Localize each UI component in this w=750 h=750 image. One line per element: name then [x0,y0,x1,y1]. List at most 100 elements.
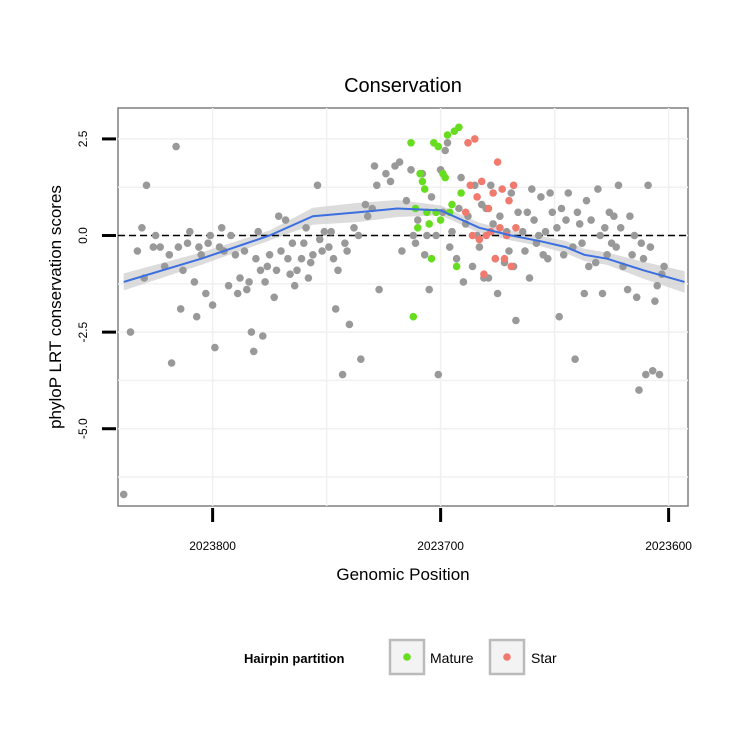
point-other-133 [514,208,522,217]
x-axis: 2023800 2023700 2023600 [189,508,692,553]
point-other-69 [329,254,338,263]
point-other-132 [512,316,520,325]
point-other-83 [373,181,381,190]
point-other-50 [277,247,285,255]
x-tick-label-2: 2023600 [645,539,692,553]
point-other-141 [534,231,543,240]
point-other-182 [637,239,646,247]
legend: Hairpin partition Mature Star [244,638,557,676]
point-other-165 [596,231,604,240]
point-other-12 [172,142,180,151]
x-tick-label-0: 2023800 [189,539,236,553]
point-star-19 [505,196,513,205]
point-other-153 [564,189,573,197]
point-other-151 [559,251,568,259]
point-other-2 [133,247,142,255]
point-other-58 [300,239,308,247]
point-mature-8 [425,220,434,228]
point-other-19 [192,312,201,321]
point-other-75 [345,320,354,329]
point-other-94 [414,216,422,224]
point-other-111 [459,278,468,286]
point-other-71 [334,266,342,275]
point-other-157 [575,220,584,228]
legend-title: Hairpin partition [244,651,344,666]
point-other-123 [489,220,497,228]
point-other-178 [628,251,636,259]
point-mature-16 [443,131,452,139]
point-other-192 [660,262,668,271]
point-other-174 [616,224,625,232]
point-mature-18 [448,200,456,209]
point-other-166 [598,289,607,298]
point-other-137 [525,274,534,282]
point-other-164 [594,185,602,193]
point-other-57 [297,254,306,263]
point-other-107 [448,227,456,236]
point-other-162 [587,216,595,224]
point-other-155 [571,355,579,364]
point-other-88 [395,158,404,166]
point-other-173 [614,181,623,190]
point-other-176 [623,285,632,294]
point-star-16 [498,185,507,193]
point-star-2 [466,181,475,190]
point-other-53 [286,270,294,279]
point-other-105 [443,139,452,147]
point-other-33 [233,289,242,298]
point-other-21 [197,251,205,259]
point-other-158 [578,239,586,247]
point-star-17 [500,254,509,263]
point-star-8 [480,270,488,279]
point-other-168 [603,251,611,259]
point-other-84 [375,285,383,294]
point-other-101 [434,370,443,379]
point-other-0 [119,490,128,499]
point-other-52 [284,254,292,263]
y-axis-title: phyloP LRT conservation scores [46,185,65,429]
point-other-114 [468,262,477,271]
point-other-110 [457,173,465,182]
point-other-28 [217,224,226,232]
point-other-109 [455,204,463,213]
point-other-98 [425,285,434,294]
point-other-117 [475,243,484,251]
point-other-104 [441,146,450,155]
point-other-82 [370,162,379,170]
point-other-16 [183,239,192,247]
point-other-77 [354,231,363,240]
point-other-144 [541,227,550,236]
trend-line-path [123,207,685,283]
point-other-42 [256,266,265,275]
point-other-26 [211,343,219,352]
legend-item-star: Star [488,638,557,676]
point-other-78 [357,355,365,364]
x-axis-title: Genomic Position [336,565,469,584]
point-other-126 [496,212,504,220]
point-other-161 [585,262,593,271]
point-other-186 [646,243,655,251]
point-other-45 [263,262,272,271]
point-other-130 [507,189,516,197]
point-mature-1 [409,312,418,321]
point-other-99 [427,193,436,201]
point-mature-13 [436,216,445,224]
point-other-122 [487,181,495,190]
point-other-41 [254,227,262,236]
point-other-147 [548,208,557,217]
point-other-7 [151,231,160,240]
point-mature-0 [407,139,415,147]
point-other-145 [544,254,552,263]
point-other-30 [224,281,233,290]
point-other-108 [452,254,461,263]
point-mature-22 [457,189,465,197]
point-other-181 [635,386,643,394]
point-other-23 [204,239,212,247]
x-tick-label-1: 2023700 [417,539,464,553]
point-other-76 [350,224,358,232]
point-other-72 [338,370,347,379]
point-other-85 [382,169,390,178]
point-other-106 [445,243,454,251]
point-other-43 [259,332,267,340]
plot-panel [117,107,689,507]
